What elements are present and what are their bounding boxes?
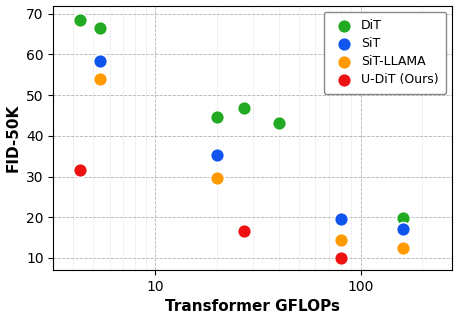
DiT (97, 25, 104, 30)
DiT (275, 121, 283, 126)
DiT (240, 105, 247, 110)
SiT (97, 58, 104, 63)
SiT-LLAMA (97, 76, 104, 81)
SiT (399, 226, 406, 231)
SiT (213, 152, 221, 157)
SiT (337, 217, 344, 222)
U-DiT (Ours) (240, 229, 247, 234)
U-DiT (Ours) (337, 256, 344, 261)
X-axis label: Transformer GFLOPs: Transformer GFLOPs (165, 300, 340, 315)
DiT (76, 18, 83, 23)
SiT-LLAMA (213, 176, 221, 181)
DiT (213, 114, 221, 119)
SiT-LLAMA (337, 237, 344, 242)
SiT-LLAMA (399, 245, 406, 250)
DiT (337, 215, 344, 220)
Legend: DiT, SiT, SiT-LLAMA, U-DiT (Ours): DiT, SiT, SiT-LLAMA, U-DiT (Ours) (323, 12, 446, 94)
U-DiT (Ours) (76, 168, 83, 173)
DiT (399, 215, 406, 220)
Y-axis label: FID-50K: FID-50K (5, 104, 21, 172)
